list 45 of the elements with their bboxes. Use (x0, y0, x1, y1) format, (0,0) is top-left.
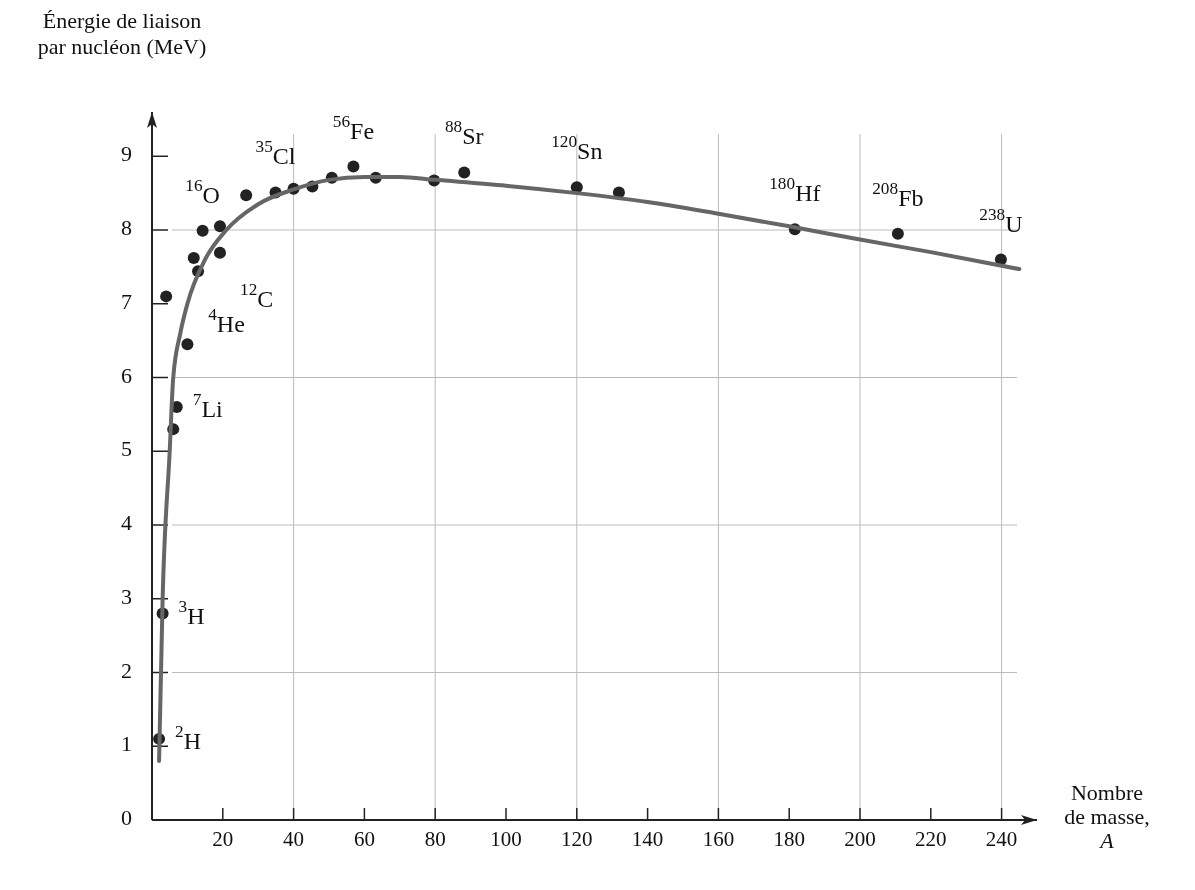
annotation: $^{16}$O (185, 176, 220, 208)
annotation: $^{88}$Sr (444, 117, 484, 149)
x-tick-label: 120 (561, 827, 593, 851)
x-tick-label: 180 (773, 827, 805, 851)
y-tick-label: 5 (121, 436, 132, 462)
y-tick-label: 2 (121, 657, 132, 683)
x-tick-label: 60 (353, 827, 375, 851)
point (160, 290, 173, 303)
y-tick-label: 7 (121, 288, 132, 314)
x-axis-title: Nombre de masse, A (1064, 780, 1150, 853)
x-tick-label: 40 (283, 827, 305, 851)
annotation: $^{56}$Fe (332, 112, 375, 144)
annotation: $^{120}$Sn (551, 132, 603, 164)
annotation: $^{7}$Li (192, 390, 224, 422)
x-tick-label: 80 (424, 827, 446, 851)
point (213, 246, 226, 259)
annotation: $^{180}$Hf (769, 174, 821, 206)
y-tick-label: 9 (121, 141, 132, 167)
x-tick-label: 140 (631, 827, 664, 851)
annotation: $^{2}$H (175, 722, 202, 754)
point (240, 189, 253, 202)
y-tick-label: 0 (121, 805, 132, 831)
annotation: $^{208}$Fb (872, 179, 924, 211)
point (347, 160, 360, 173)
x-tick-label: 100 (490, 827, 522, 851)
x-tick-label: 20 (212, 827, 234, 851)
y-tick-label: 1 (121, 731, 132, 757)
x-tick-label: 220 (915, 827, 947, 851)
y-tick-label: 6 (121, 362, 132, 388)
point (187, 252, 200, 265)
annotation: $^{3}$H (178, 596, 205, 629)
point (891, 227, 904, 240)
annotation: $^{238}$U (979, 204, 1023, 237)
point (458, 166, 471, 179)
y-axis-title: Énergie de liaison par nucléon (MeV) (37, 8, 207, 59)
x-tick-label: 240 (985, 827, 1018, 851)
point (196, 224, 209, 237)
x-tick-label: 200 (844, 827, 876, 851)
point (181, 338, 194, 351)
y-tick-label: 8 (121, 215, 132, 241)
point (213, 220, 226, 233)
annotation: $^{35}$Cl (255, 137, 296, 169)
y-tick-label: 3 (121, 583, 132, 609)
x-tick-label: 160 (702, 827, 735, 851)
y-tick-label: 4 (121, 510, 132, 536)
